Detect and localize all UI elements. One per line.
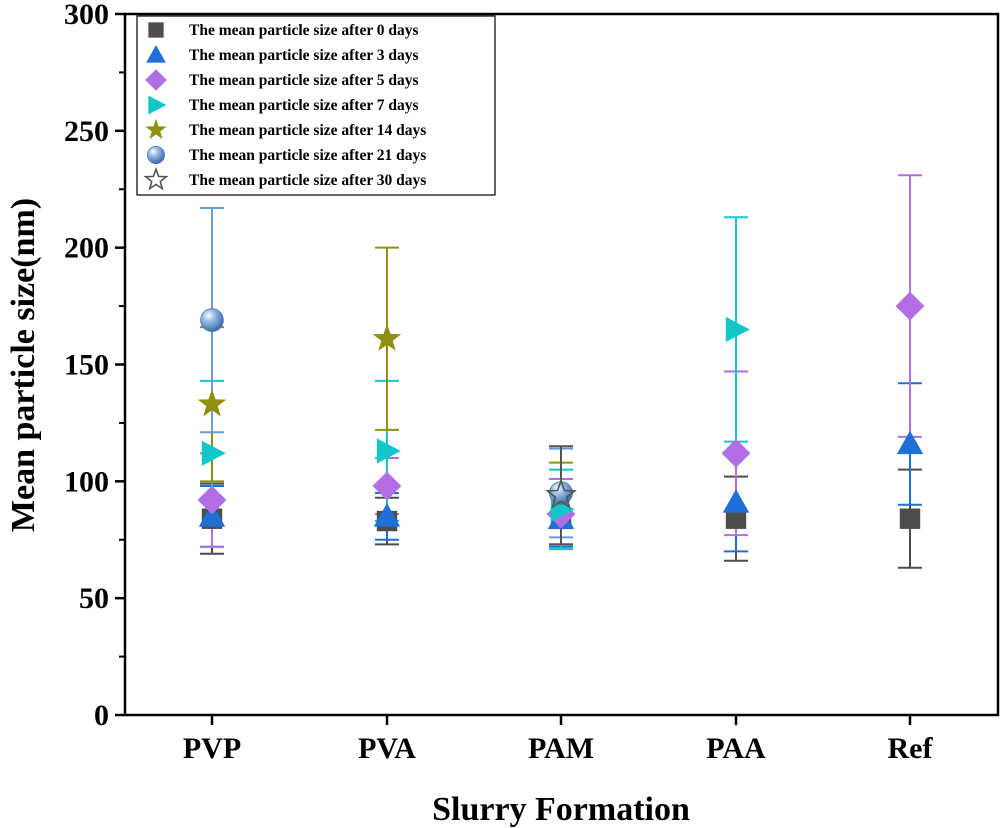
data-point xyxy=(197,485,227,515)
data-point xyxy=(197,389,227,417)
data-point xyxy=(545,478,577,509)
data-point xyxy=(373,503,401,527)
data-point xyxy=(200,308,224,332)
legend-marker xyxy=(145,69,167,91)
data-point xyxy=(725,316,750,343)
data-point xyxy=(896,430,924,455)
x-tick-label: PVP xyxy=(183,732,241,765)
x-axis-title: Slurry Formation xyxy=(432,791,690,828)
x-tick-label: Ref xyxy=(888,732,934,765)
y-tick-label: 250 xyxy=(64,115,109,148)
y-tick-label: 200 xyxy=(64,232,109,265)
legend-label: The mean particle size after 3 days xyxy=(189,47,419,64)
data-point xyxy=(899,508,921,529)
data-point xyxy=(201,440,226,466)
data-point xyxy=(376,438,401,464)
data-point xyxy=(725,508,747,529)
legend-marker xyxy=(147,146,165,164)
legend-marker xyxy=(143,166,169,191)
legend-marker xyxy=(145,118,167,140)
legend: The mean particle size after 0 days The m… xyxy=(136,15,496,196)
data-markers xyxy=(197,291,925,532)
y-tick-label: 100 xyxy=(64,465,109,498)
legend-marker xyxy=(148,22,164,38)
x-tick-label: PVA xyxy=(358,732,416,765)
y-tick-label: 300 xyxy=(64,0,109,31)
x-tick-label: PAA xyxy=(706,732,766,765)
data-point xyxy=(722,489,750,513)
axes: 0 50 100 150 200 250 300 PVP PVA PAM PAA Ref xyxy=(64,0,1000,765)
legend-marker xyxy=(148,95,167,115)
y-tick-label: 150 xyxy=(64,349,109,382)
legend-label: The mean particle size after 7 days xyxy=(189,97,419,114)
y-axis-title: Mean particle size(nm) xyxy=(5,198,42,532)
legend-label: The mean particle size after 5 days xyxy=(189,72,419,89)
data-point xyxy=(372,471,402,501)
x-tick-label: PAM xyxy=(528,732,594,765)
data-point xyxy=(198,503,226,527)
legend-label: The mean particle size after 0 days xyxy=(189,22,419,39)
y-tick-label: 0 xyxy=(94,699,109,732)
y-tick-label: 50 xyxy=(79,582,109,615)
data-point xyxy=(721,438,751,468)
data-point xyxy=(895,291,925,321)
legend-label: The mean particle size after 30 days xyxy=(189,172,426,189)
data-point xyxy=(372,323,402,351)
legend-label: The mean particle size after 21 days xyxy=(189,147,426,164)
legend-label: The mean particle size after 14 days xyxy=(189,122,426,139)
legend-marker xyxy=(146,45,166,63)
legend-box xyxy=(136,15,496,196)
